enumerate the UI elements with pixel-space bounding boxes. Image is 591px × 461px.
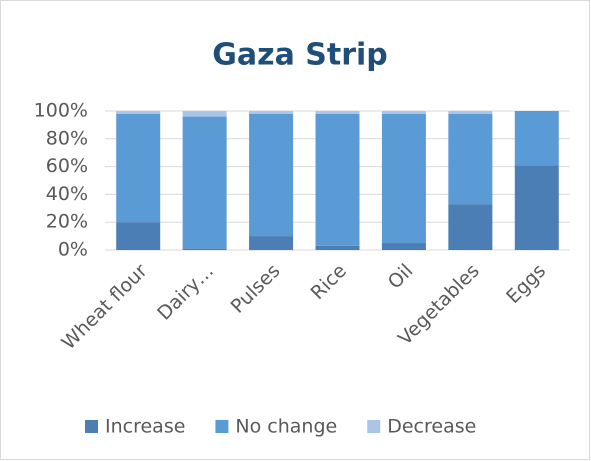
bar-segment	[381, 243, 426, 250]
bar-segment	[315, 245, 360, 250]
y-tick-label: 40%	[46, 183, 88, 205]
bar-segment	[381, 111, 426, 114]
legend-swatch	[215, 420, 229, 433]
bar-segment	[514, 165, 559, 250]
legend-label: Decrease	[387, 416, 476, 438]
legend-label: Increase	[105, 416, 185, 438]
bar-segment	[116, 111, 161, 114]
bar-segment	[448, 111, 493, 114]
bar-segment	[381, 113, 426, 244]
bar-segment	[315, 113, 360, 246]
y-tick-label: 60%	[46, 155, 88, 177]
y-tick-label: 80%	[46, 127, 88, 149]
legend-swatch	[367, 420, 381, 433]
y-tick-label: 20%	[46, 211, 88, 233]
bar-segment	[514, 111, 559, 166]
y-tick-label: 0%	[58, 239, 88, 261]
bar-segment	[182, 116, 227, 249]
bar-segment	[315, 111, 360, 114]
y-tick-label: 100%	[34, 100, 88, 122]
bar-segment	[249, 113, 294, 237]
bar-segment	[249, 236, 294, 250]
bar-segment	[182, 111, 227, 117]
chart-title: Gaza Strip	[212, 38, 388, 73]
bar-segment	[116, 222, 161, 250]
bar-segment	[182, 248, 227, 250]
legend-swatch	[85, 420, 98, 433]
bar-segment	[249, 111, 294, 114]
bar-segment	[448, 113, 493, 205]
bar-segment	[448, 204, 493, 250]
bar-segment	[116, 113, 161, 223]
legend-label: No change	[235, 416, 337, 438]
